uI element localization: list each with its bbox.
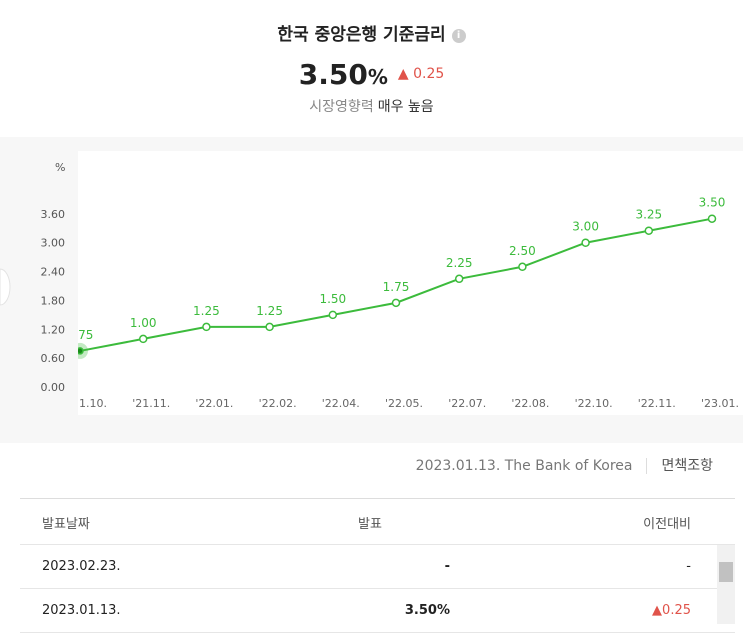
x-tick-label: '22.01.	[195, 397, 233, 410]
data-label: 0.75	[67, 328, 94, 342]
x-tick-label: '22.02.	[259, 397, 297, 410]
point	[518, 262, 527, 272]
chart: % '21.10. '21.11. '22.01. '22.02. '22.04. '22…	[0, 137, 743, 443]
x-tick-label: '22.07.	[448, 397, 486, 410]
point	[78, 347, 84, 355]
cell: 2023.02.23.	[42, 559, 121, 574]
table: 발표날짜 발표 이전대비 2023.02.23. - - 2023.01.13.…	[20, 498, 735, 633]
header-cell: 발표	[358, 517, 382, 532]
y-tick-label: 2.40	[41, 266, 66, 279]
y-tick-label: 0.00	[41, 381, 66, 394]
data-label: 3.25	[635, 208, 662, 222]
cell-value: 0.25	[662, 603, 691, 618]
point	[202, 322, 211, 332]
x-tick-label: '21.10.	[69, 397, 107, 410]
data-label: 1.25	[256, 304, 283, 318]
cell: ▲0.25	[652, 603, 691, 618]
data-label: 1.50	[319, 292, 346, 306]
plot-area	[78, 151, 743, 415]
source: 2023.01.13. The Bank of Korea 면책조항	[416, 455, 713, 475]
x-tick-label: '21.11.	[132, 397, 170, 410]
point	[138, 334, 148, 344]
influence: 시장영향력 매우 높음	[0, 96, 743, 116]
cell: -	[444, 559, 450, 574]
x-tick-label: '22.10.	[575, 397, 613, 410]
value-row: 3.50% ▲ 0.25	[0, 58, 743, 91]
scrollbar-thumb[interactable]	[719, 562, 733, 582]
point	[391, 298, 401, 308]
cell: -	[686, 559, 691, 574]
title-row: 한국 중앙은행 기준금리 i	[0, 20, 743, 45]
y-axis-label: %	[55, 161, 65, 174]
scroll-left-button[interactable]	[0, 268, 11, 306]
point	[265, 322, 274, 332]
y-tick-label: 1.20	[41, 323, 66, 336]
data-label: 2.25	[446, 256, 473, 270]
cell: 3.50%	[404, 603, 450, 618]
scrollbar[interactable]	[717, 545, 735, 624]
influence-value: 매우 높음	[377, 99, 434, 115]
data-label: 1.75	[383, 280, 410, 294]
header-cell: 발표날짜	[42, 517, 90, 532]
data-label: 3.00	[572, 220, 599, 234]
x-tick-label: '23.01.	[701, 397, 739, 410]
data-label: 2.50	[509, 244, 536, 258]
point	[454, 274, 464, 284]
point	[707, 214, 717, 223]
data-label: 3.50	[699, 196, 726, 210]
point	[644, 226, 654, 235]
data-label: 1.25	[193, 304, 220, 318]
table-row: 2023.01.13. 3.50% ▲0.25	[20, 589, 735, 633]
x-tick-label: '22.08.	[511, 397, 549, 410]
change: ▲ 0.25	[397, 66, 445, 82]
cell: 2023.01.13.	[42, 603, 121, 618]
title: 한국 중앙은행 기준금리	[277, 25, 446, 45]
influence-label: 시장영향력	[309, 99, 374, 115]
source-text: 2023.01.13. The Bank of Korea	[415, 458, 633, 474]
point	[581, 238, 590, 247]
value: 3.50	[298, 58, 368, 91]
y-tick-label: 0.60	[41, 352, 66, 365]
x-tick-label: '22.11.	[638, 397, 676, 410]
data-label: 1.00	[130, 316, 157, 330]
point	[328, 310, 338, 320]
y-tick-label: 1.80	[41, 294, 66, 307]
y-tick-label: 3.60	[41, 208, 66, 221]
x-tick-label: '22.04.	[322, 397, 360, 410]
x-tick-label: '22.05.	[385, 397, 423, 410]
header-cell: 이전대비	[643, 517, 691, 532]
table-row: 2023.02.23. - -	[20, 545, 735, 589]
change-value: 0.25	[413, 66, 445, 82]
disclaimer[interactable]: 면책조항	[646, 458, 713, 474]
unit: %	[367, 65, 388, 89]
y-tick-label: 3.00	[41, 237, 66, 250]
info-icon[interactable]: i	[451, 29, 466, 43]
table-header: 발표날짜 발표 이전대비	[20, 499, 735, 545]
